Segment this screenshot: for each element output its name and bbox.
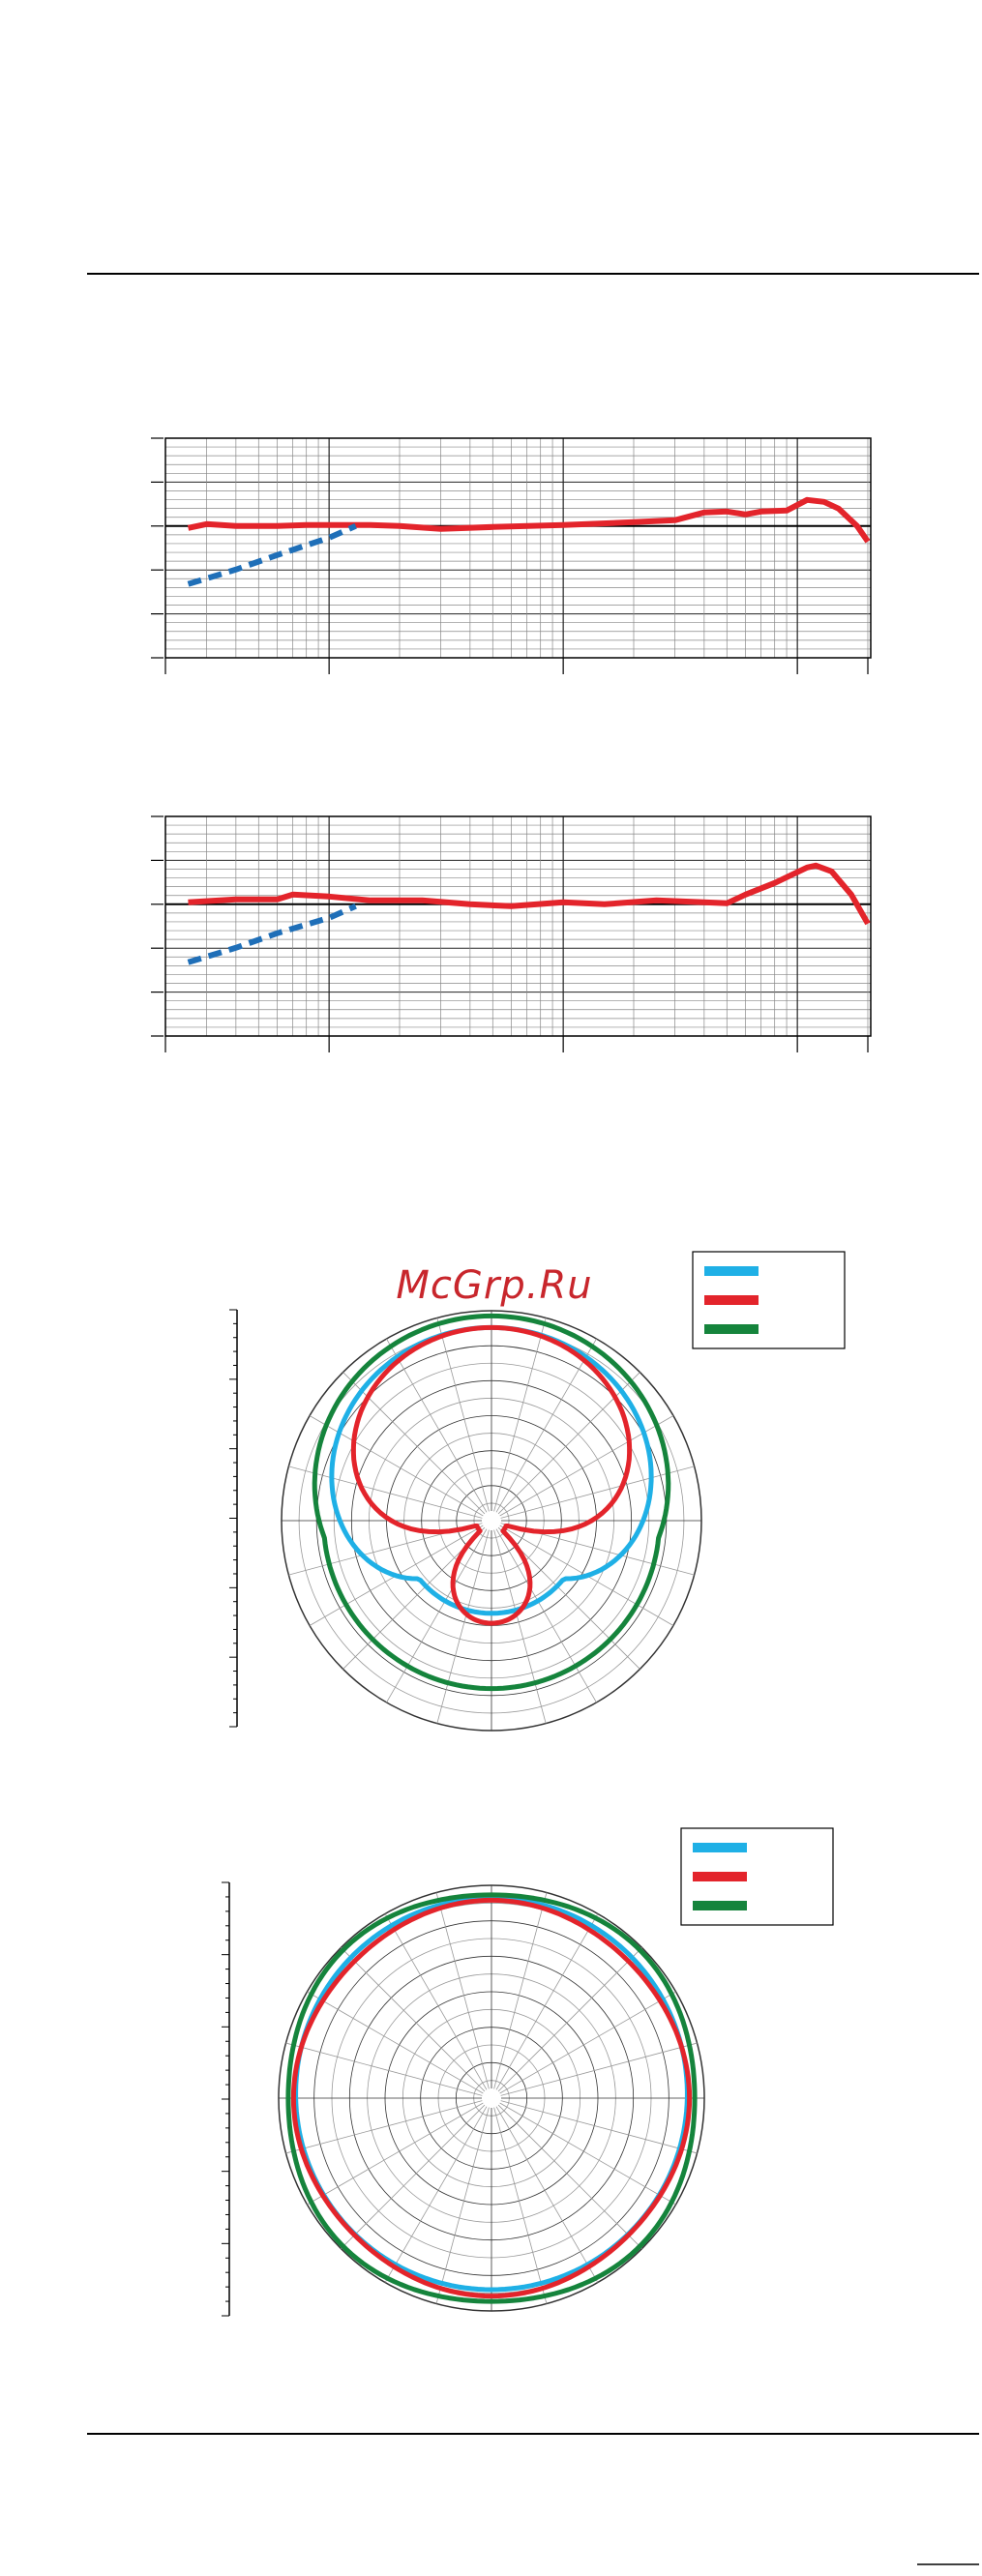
response-curve (188, 862, 871, 926)
polar-spoke (341, 2104, 486, 2249)
polar-spoke (386, 1528, 488, 1703)
polar-spoke (307, 1991, 484, 2094)
low-cut-curve (187, 903, 357, 965)
polar-curve (290, 1897, 693, 2299)
polar-spoke (436, 1318, 490, 1512)
polar-spoke (493, 1529, 547, 1724)
polar-spoke (495, 1338, 597, 1513)
polar-spoke (493, 2107, 548, 2304)
polar-spoke (435, 2107, 490, 2304)
polar-spoke (307, 2102, 484, 2206)
polar-spoke (499, 1991, 676, 2094)
low-cut-curve (187, 523, 357, 587)
polar-spoke (497, 1947, 642, 2092)
polar-curve (293, 1895, 690, 2293)
polar-spoke (500, 1466, 695, 1519)
polar-spoke (386, 1338, 488, 1513)
polar-spoke (495, 2106, 599, 2283)
response-curve (187, 496, 871, 544)
polar-curve (285, 1892, 698, 2304)
polar-spoke (341, 1947, 486, 2092)
polar-spoke (500, 2042, 698, 2096)
polar-spoke (288, 1466, 483, 1519)
watermark: McGrp.Ru (396, 1263, 592, 1308)
polar-spoke (436, 1529, 490, 1724)
polar-curve (350, 1324, 633, 1626)
plot-frame (164, 437, 872, 659)
polar-curve (312, 1313, 671, 1692)
polar-spoke (285, 2100, 483, 2154)
polar-spoke (493, 1318, 547, 1512)
polar-spoke (384, 1913, 488, 2090)
polar-spoke (285, 2042, 483, 2096)
figures (151, 437, 872, 2317)
polar-spoke (493, 1892, 548, 2089)
polar-spoke (500, 2100, 698, 2154)
polar-spoke (497, 2104, 642, 2249)
polar-spoke (384, 2106, 488, 2283)
polar-spoke (435, 1892, 490, 2089)
polar-curve (329, 1324, 654, 1616)
polar-spoke (495, 1913, 599, 2090)
polar-spoke (495, 1528, 597, 1703)
plot-frame (164, 815, 872, 1037)
polar-spoke (499, 2102, 676, 2206)
